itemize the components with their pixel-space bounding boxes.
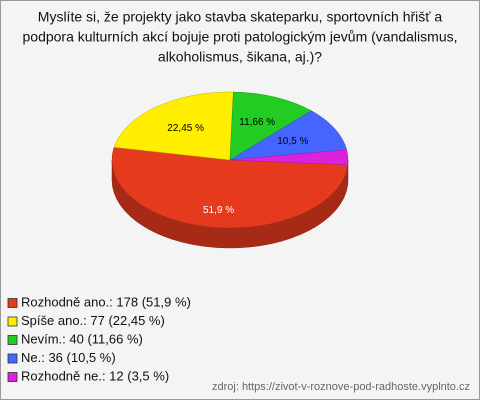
data-label: 51,9 % (203, 205, 234, 216)
data-label: 22,45 % (167, 123, 204, 134)
legend-label: Ne.: 36 (10,5 %) (21, 350, 116, 365)
chart-title: alkoholismus, šikana, aj.)? (158, 49, 322, 65)
legend-swatch (7, 372, 18, 382)
legend-swatch (7, 298, 18, 308)
source: zdroj: https://zivot-v-roznove-pod-radho… (212, 381, 470, 393)
chart-title: Myslíte si, že projekty jako stavba skat… (38, 9, 443, 25)
data-label: 10,5 % (277, 136, 308, 147)
legend-label: Nevím.: 40 (11,66 %) (21, 331, 143, 346)
legend-swatch (7, 335, 18, 345)
legend-swatch (7, 353, 18, 364)
legend-label: Rozhodně ne.: 12 (3,5 %) (21, 368, 169, 383)
slice (229, 110, 347, 161)
slice (229, 91, 312, 161)
slice (111, 146, 348, 229)
legend-label: Spíše ano.: 77 (22,45 %) (21, 313, 165, 328)
slice (229, 149, 349, 166)
legend-swatch (7, 316, 18, 327)
data-label: 11,66 % (239, 117, 275, 128)
slice (113, 91, 234, 161)
legend-label: Rozhodně ano.: 178 (51,9 %) (21, 294, 191, 309)
chart-title: podpora kulturních akcí bojuje proti pat… (23, 29, 458, 45)
